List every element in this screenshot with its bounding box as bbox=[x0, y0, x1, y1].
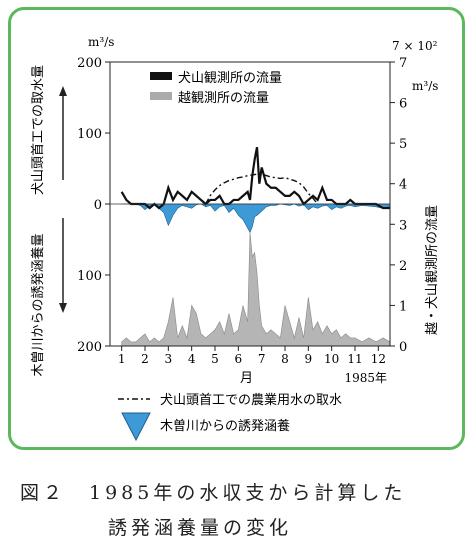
legend-label: 犬山頭首工での農業用水の取水 bbox=[160, 392, 342, 408]
x-tick-label: 3 bbox=[165, 352, 173, 366]
x-tick-label: 1 bbox=[118, 352, 126, 366]
x-tick-label: 5 bbox=[211, 352, 219, 366]
right-tick-label: 7 bbox=[399, 56, 407, 71]
figure-frame bbox=[8, 7, 465, 450]
legend-label: 犬山観測所の流量 bbox=[178, 71, 282, 86]
x-tick-label: 12 bbox=[371, 352, 386, 366]
right-tick-label: 2 bbox=[399, 259, 407, 274]
plot-area bbox=[120, 146, 391, 347]
left-tick-label: 200 bbox=[77, 56, 102, 71]
lower-axis-label: 木曽川からの誘発涵養量 bbox=[30, 233, 46, 376]
x-tick-label: 6 bbox=[235, 352, 243, 366]
x-axis-label: 月 bbox=[240, 371, 253, 386]
left-tick-label: 0 bbox=[94, 198, 102, 213]
left-tick-label: 100 bbox=[77, 269, 102, 284]
x-tick-label: 9 bbox=[305, 352, 313, 366]
left-tick-label: 100 bbox=[77, 127, 102, 142]
series-koshi-area bbox=[121, 232, 391, 347]
left-axis-unit: m³/s bbox=[88, 35, 114, 49]
right-tick-label: 0 bbox=[399, 340, 407, 355]
year-label: 1985年 bbox=[344, 371, 387, 385]
caption-line-1: 図２ 1985年の水収支から計算した bbox=[20, 482, 407, 504]
right-axis-label: 越・犬山観測所の流量 bbox=[425, 205, 440, 335]
x-tick-label: 7 bbox=[258, 352, 266, 366]
right-axis-unit-top: 7 × 10² bbox=[392, 39, 438, 53]
x-tick-label: 8 bbox=[281, 352, 289, 366]
caption-line-2: 誘発涵養量の変化 bbox=[108, 517, 293, 539]
right-axis-unit-bottom: m³/s bbox=[412, 79, 438, 93]
right-tick-label: 3 bbox=[399, 218, 407, 233]
upper-arrow-head bbox=[59, 86, 67, 96]
x-tick-label: 2 bbox=[141, 352, 149, 366]
left-tick-label: 200 bbox=[77, 340, 102, 355]
legend-label: 木曽川からの誘発涵養 bbox=[160, 418, 290, 434]
right-tick-label: 6 bbox=[399, 97, 407, 112]
right-tick-label: 4 bbox=[399, 178, 407, 193]
x-tick-label: 10 bbox=[324, 352, 339, 366]
x-tick-label: 11 bbox=[347, 352, 362, 366]
series-inuyama-line bbox=[120, 146, 390, 210]
series-intake-line bbox=[205, 173, 319, 205]
upper-axis-label: 犬山頭首工での取水量 bbox=[31, 65, 46, 195]
legend-label: 越観測所の流量 bbox=[178, 91, 269, 106]
right-tick-label: 1 bbox=[399, 299, 407, 314]
x-tick-label: 4 bbox=[188, 352, 196, 366]
series-induced-recharge-area bbox=[121, 203, 391, 234]
lower-arrow-head bbox=[59, 303, 67, 313]
legend-swatch bbox=[150, 72, 172, 80]
right-tick-label: 5 bbox=[399, 137, 407, 152]
legend-swatch bbox=[150, 92, 172, 100]
legend-triangle-swatch bbox=[121, 412, 151, 442]
